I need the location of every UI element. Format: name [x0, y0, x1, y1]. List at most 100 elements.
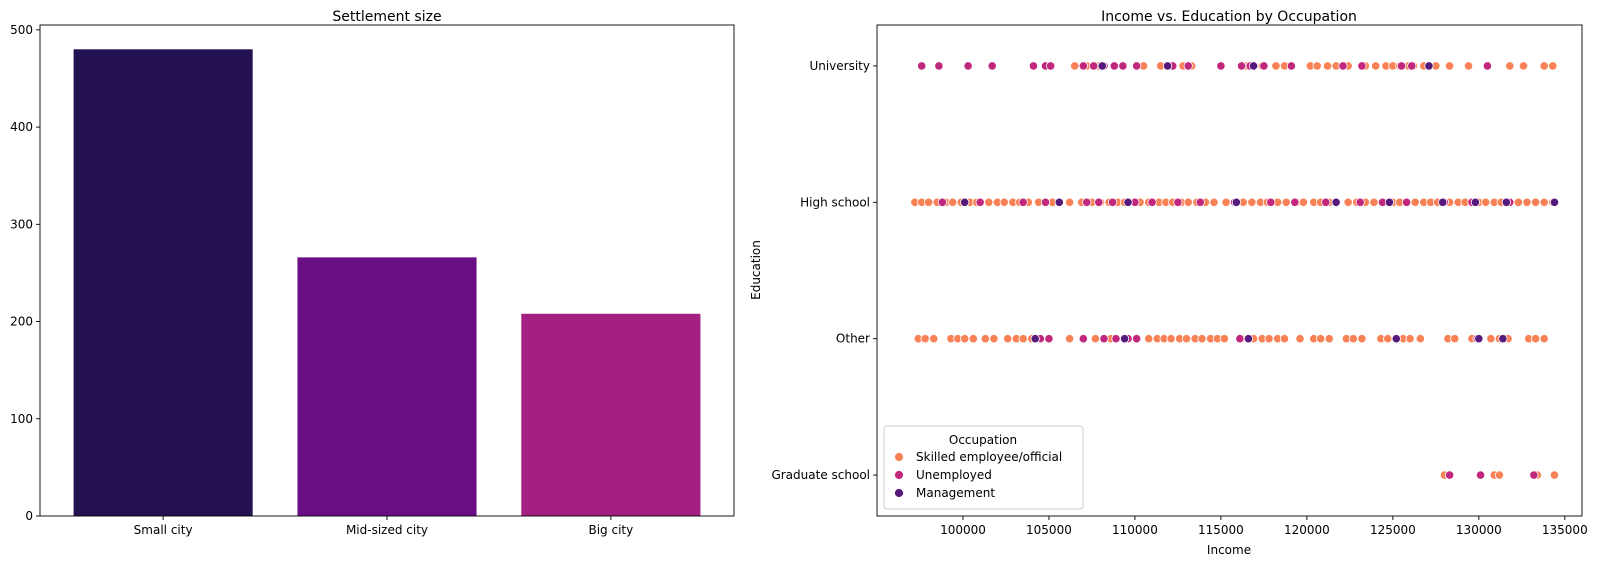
scatter-point — [1518, 61, 1529, 71]
scatter-point — [1312, 61, 1322, 71]
x-tick-label: 120000 — [1284, 523, 1330, 537]
scatter-point — [1450, 334, 1460, 344]
legend-marker — [894, 488, 904, 498]
scatter-point — [1132, 61, 1142, 71]
scatter-point — [1028, 61, 1039, 71]
scatter-point — [1162, 61, 1173, 71]
scatter-point — [968, 334, 978, 344]
scatter-point — [1132, 334, 1142, 344]
scatter-point — [1548, 61, 1558, 71]
scatter-point — [1513, 197, 1523, 207]
scatter-point — [1123, 197, 1133, 207]
y-tick-label: University — [809, 59, 870, 73]
scatter-point — [1438, 197, 1448, 207]
scatter-point — [937, 197, 947, 207]
bar-small-city — [73, 49, 253, 516]
scatter-point — [1316, 334, 1326, 344]
scatter-point — [1415, 334, 1425, 344]
scatter-point — [987, 61, 997, 71]
scatter-point — [1173, 197, 1183, 207]
x-tick-label: 110000 — [1112, 523, 1158, 537]
scatter-point — [1064, 197, 1075, 207]
scatter-point — [1216, 61, 1226, 71]
scatter-y-axis: University High school Other Graduate schoo… — [771, 59, 877, 482]
scatter-point — [1407, 61, 1417, 71]
y-tick-label: Other — [836, 332, 870, 346]
scatter-point — [1343, 197, 1353, 207]
y-tick-label: High school — [800, 195, 870, 209]
bar-marks — [73, 49, 701, 516]
x-tick-label: 135000 — [1542, 523, 1588, 537]
scatter-point — [1286, 61, 1297, 71]
scatter-point — [1391, 334, 1401, 344]
scatter-point — [989, 334, 999, 344]
scatter-point — [1384, 197, 1395, 207]
scatter-point — [1369, 197, 1379, 207]
scatter-x-axis-label: Income — [1207, 543, 1251, 557]
scatter-point — [1530, 197, 1541, 207]
scatter-point — [1183, 197, 1193, 207]
scatter-point — [984, 197, 994, 207]
scatter-point — [1097, 61, 1107, 71]
legend-label: Skilled employee/official — [916, 450, 1062, 464]
scatter-legend: Occupation Skilled employee/official Unem… — [883, 425, 1084, 510]
scatter-point — [1494, 470, 1505, 480]
scatter-point — [1195, 197, 1205, 207]
scatter-point — [1046, 61, 1056, 71]
scatter-point — [1107, 197, 1118, 207]
scatter-x-axis: 100000 105000 110000 115000 120000 125000 1300… — [940, 516, 1588, 537]
scatter-point — [1481, 197, 1491, 207]
scatter-point — [1549, 470, 1560, 480]
scatter-point — [1298, 197, 1309, 207]
legend-title: Occupation — [949, 433, 1017, 447]
scatter-point — [1018, 197, 1028, 207]
scatter-point — [1324, 334, 1334, 344]
scatter-chart: Income vs. Education by Occupation Unive… — [749, 9, 1588, 557]
scatter-point — [1405, 334, 1415, 344]
scatter-point — [1486, 334, 1496, 344]
scatter-point — [1197, 334, 1207, 344]
scatter-point — [1474, 334, 1484, 344]
scatter-point — [934, 61, 944, 71]
scatter-point — [1209, 197, 1219, 207]
scatter-y-axis-label: Education — [749, 240, 763, 300]
scatter-point — [960, 334, 970, 344]
scatter-point — [1147, 197, 1157, 207]
bar-chart-title: Settlement size — [332, 9, 441, 25]
scatter-point — [1331, 197, 1341, 207]
bar-chart: Settlement size 0 100 200 300 400 500 Small c… — [10, 9, 735, 537]
scatter-point — [1109, 61, 1119, 71]
scatter-point — [1357, 61, 1367, 71]
scatter-point — [1295, 334, 1305, 344]
x-tick-label: 105000 — [1026, 523, 1072, 537]
scatter-point — [1505, 61, 1515, 71]
scatter-point — [1099, 334, 1109, 344]
scatter-point — [923, 197, 934, 207]
scatter-point — [1522, 197, 1532, 207]
scatter-point — [1236, 61, 1247, 71]
x-tick-label: Small city — [134, 523, 193, 537]
x-tick-label: Mid-sized city — [346, 523, 428, 537]
scatter-point — [1281, 197, 1291, 207]
scatter-point — [1444, 61, 1455, 71]
scatter-point — [1030, 334, 1040, 344]
scatter-point — [1082, 197, 1092, 207]
scatter-point — [1396, 61, 1407, 71]
scatter-point — [1247, 197, 1257, 207]
scatter-point — [1248, 61, 1259, 71]
scatter-point — [963, 61, 973, 71]
scatter-point — [1243, 334, 1254, 344]
scatter-point — [948, 197, 958, 207]
scatter-point — [1529, 470, 1539, 480]
scatter-point — [1040, 197, 1051, 207]
scatter-point — [1338, 61, 1348, 71]
bar-big-city — [521, 313, 701, 516]
scatter-point — [1221, 197, 1231, 207]
scatter-point — [999, 197, 1009, 207]
scatter-point — [1321, 197, 1331, 207]
legend-entries: Skilled employee/official Unemployed Manag… — [894, 450, 1062, 500]
scatter-point — [1118, 61, 1128, 71]
scatter-point — [1549, 197, 1560, 207]
y-tick-label: 500 — [10, 23, 33, 37]
